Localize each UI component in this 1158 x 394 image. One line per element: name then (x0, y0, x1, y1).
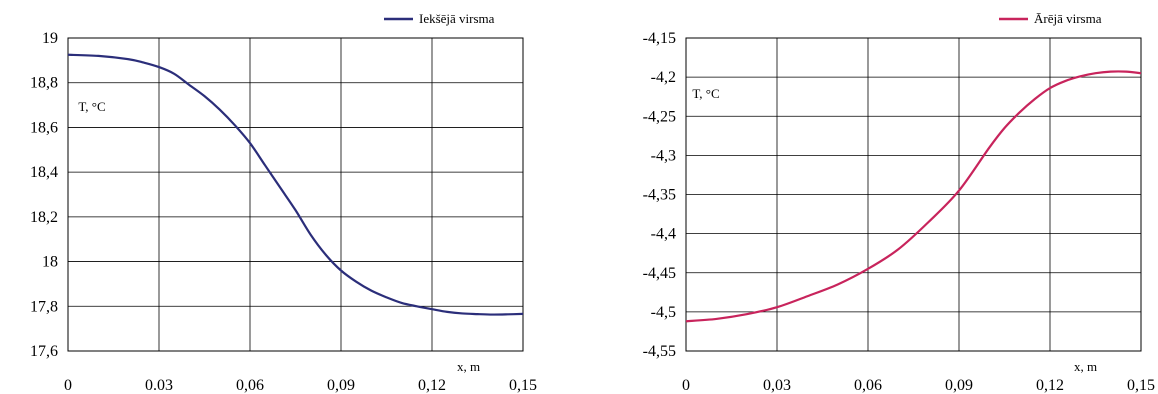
chart-1: 17,6 17,8 18 18,2 18,4 18,6 18,8 19 0 0.03 0,06 0,0… (30, 11, 537, 394)
x-tick-label: 0,12 (418, 377, 446, 394)
x-tick-label: 0 (682, 377, 690, 394)
x-tick-label: 0 (64, 377, 72, 394)
y-tick-label: -4,5 (651, 304, 676, 321)
y-tick-label: 18,2 (30, 209, 58, 226)
series-line (685, 70, 1142, 323)
y-tick-label: 18 (42, 254, 58, 271)
y-tick-label: 17,8 (30, 298, 58, 315)
y-tick-label: 18,8 (30, 75, 58, 92)
x-axis-label: x, m (457, 359, 480, 374)
y-tick-label: -4,35 (643, 187, 676, 204)
y-tick-label: -4,4 (651, 226, 676, 243)
y-tick-label: -4,45 (643, 265, 676, 282)
x-tick-label: 0,12 (1036, 377, 1064, 394)
y-tick-label: 19 (42, 30, 58, 47)
y-tick-label: -4,3 (651, 147, 676, 164)
legend-label: Ārējā virsma (1034, 11, 1102, 26)
chart-2: -4,55 -4,5 -4,45 -4,4 -4,35 -4,3 -4,25 -4,2 -4,1… (643, 11, 1155, 394)
y-axis-label: T, °C (692, 86, 719, 101)
y-tick-label: -4,55 (643, 343, 676, 360)
x-tick-label: 0,06 (854, 377, 882, 394)
y-tick-label: 18,4 (30, 164, 58, 181)
x-tick-label: 0,15 (509, 377, 537, 394)
legend-label: Iekšējā virsma (419, 11, 495, 26)
x-tick-label: 0.03 (145, 377, 173, 394)
y-tick-label: -4,25 (643, 108, 676, 125)
series-line (67, 53, 524, 316)
x-tick-label: 0,09 (327, 377, 355, 394)
y-tick-label: -4,2 (651, 69, 676, 86)
x-axis-label: x, m (1074, 359, 1097, 374)
plot-frame (685, 37, 1142, 352)
x-tick-label: 0,03 (763, 377, 791, 394)
x-tick-label: 0,06 (236, 377, 264, 394)
y-tick-label: 17,6 (30, 343, 58, 360)
x-tick-label: 0,15 (1127, 377, 1155, 394)
y-tick-label: -4,15 (643, 30, 676, 47)
y-axis-label: T, °C (78, 99, 105, 114)
x-tick-label: 0,09 (945, 377, 973, 394)
y-tick-label: 18,6 (30, 119, 58, 136)
plot-frame (67, 37, 524, 352)
